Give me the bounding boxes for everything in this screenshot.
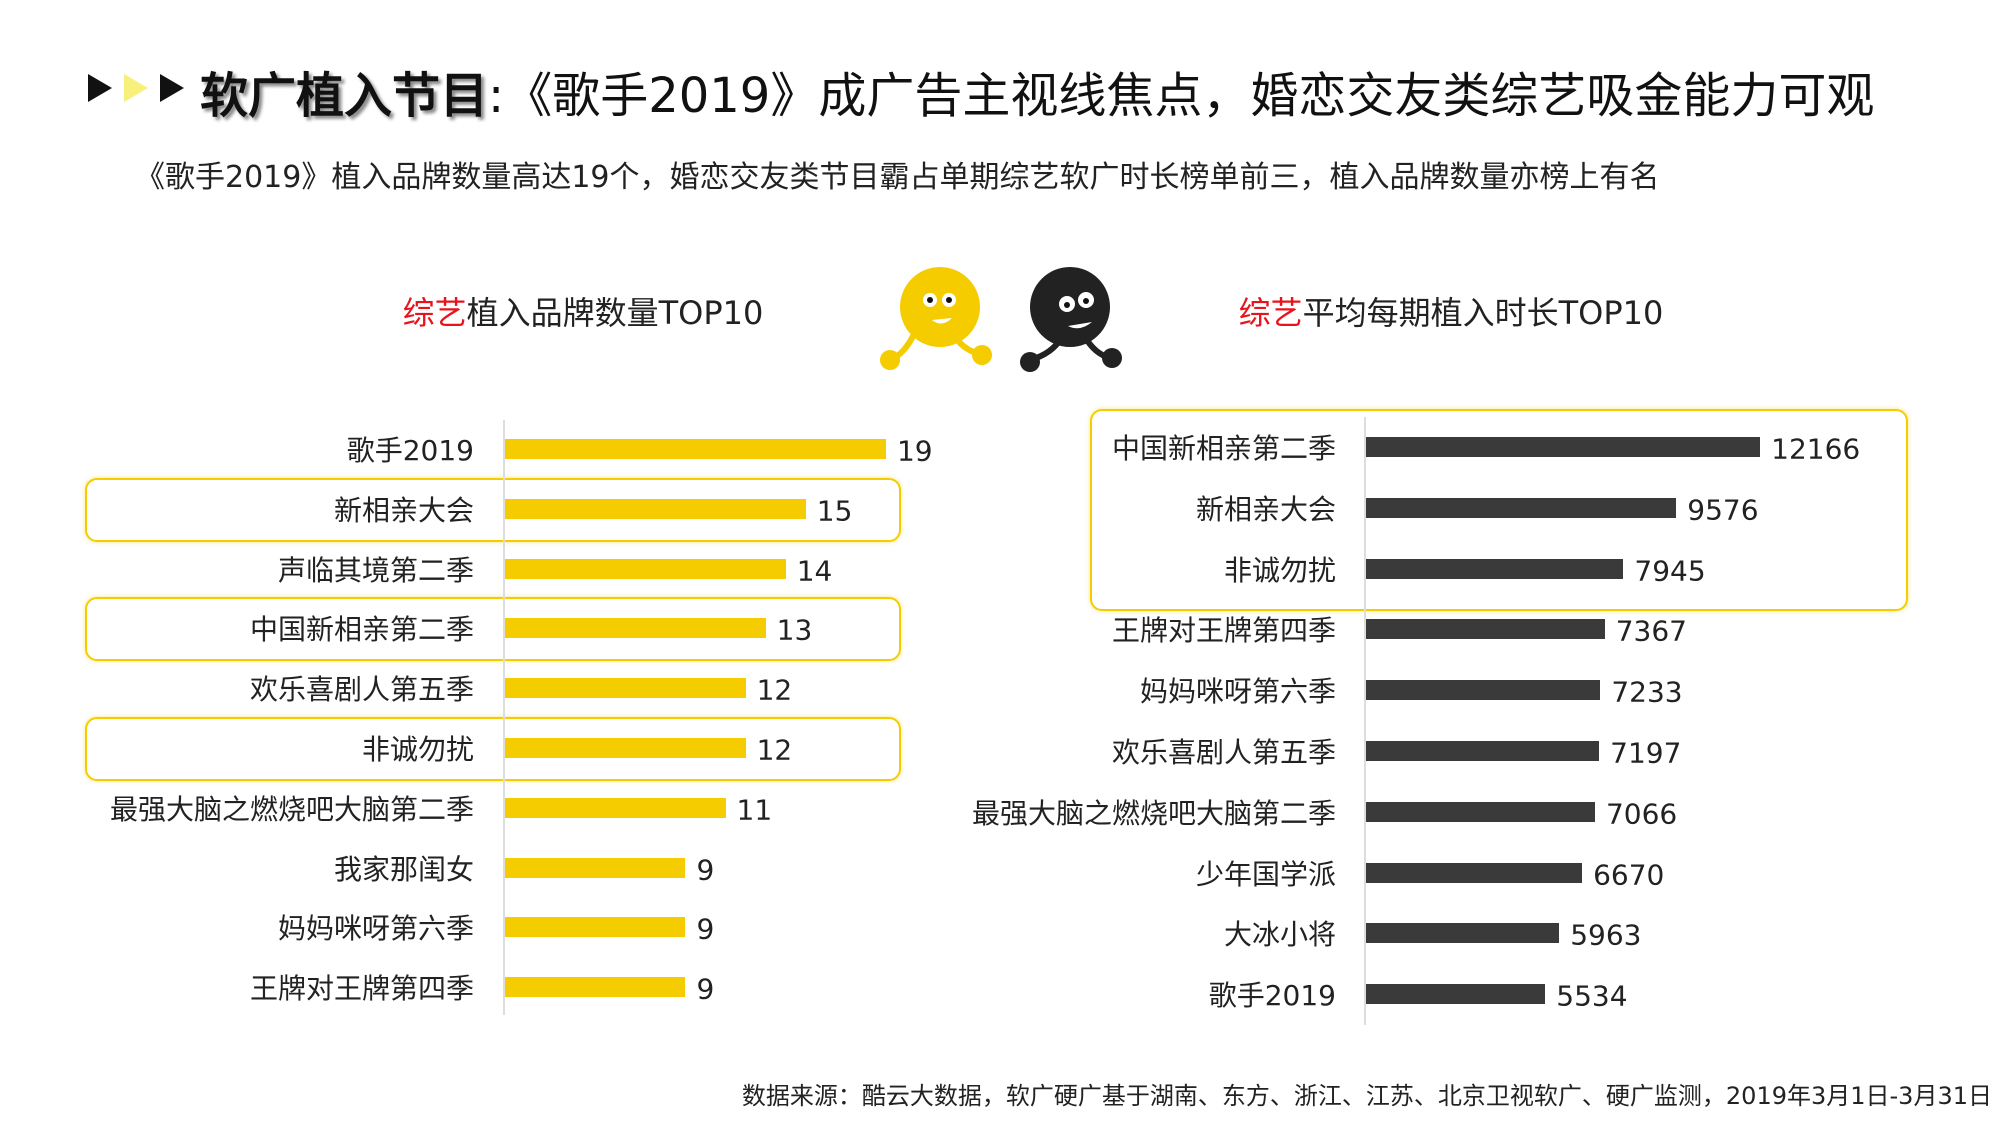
bar [505, 738, 746, 758]
right-chart-title: 综艺平均每期植入时长TOP10 [1238, 294, 1664, 332]
value-label: 12 [756, 673, 793, 707]
value-label: 5963 [1570, 918, 1642, 952]
bar [505, 618, 766, 639]
left-chart-title: 综艺植入品牌数量TOP10 [402, 294, 764, 332]
bar [1366, 619, 1605, 640]
category-label: 最强大脑之燃烧吧大脑第二季 [971, 796, 1336, 830]
category-label: 欢乐喜剧人第五季 [1111, 736, 1336, 769]
bar [1366, 497, 1677, 518]
category-label: 歌手2019 [1208, 979, 1336, 1013]
bar [505, 678, 746, 699]
chart-axis [1364, 417, 1366, 1025]
highlight-box [85, 597, 901, 662]
page-subtitle: 《歌手2019》植入品牌数量高达19个，婚恋交友类节目霸占单期综艺软广时长榜单前… [135, 160, 1660, 195]
category-label: 声临其境第二季 [277, 553, 474, 587]
bar [505, 797, 726, 818]
value-label: 15 [816, 494, 853, 528]
yellow-mascot-icon [880, 267, 992, 370]
highlight-box [1090, 409, 1908, 611]
bar [505, 498, 806, 519]
category-label: 歌手2019 [346, 434, 474, 467]
value-label: 14 [796, 554, 833, 588]
category-label: 欢乐喜剧人第五季 [249, 673, 474, 707]
category-label: 非诚勿扰 [361, 733, 474, 766]
bar [505, 977, 686, 998]
category-label: 中国新相亲第二季 [1111, 432, 1336, 465]
bar [1366, 558, 1624, 579]
category-label: 中国新相亲第二季 [249, 613, 474, 647]
bar [1366, 984, 1546, 1005]
category-label: 新相亲大会 [333, 493, 474, 527]
value-label: 7367 [1615, 614, 1687, 648]
bar [1366, 437, 1761, 457]
bar [505, 857, 686, 878]
value-label: 11 [736, 793, 773, 827]
highlight-box [85, 477, 901, 542]
value-label: 9576 [1687, 493, 1759, 527]
bar [1366, 923, 1560, 944]
category-label: 王牌对王牌第四季 [1111, 614, 1336, 648]
value-label: 13 [776, 613, 813, 647]
category-label: 非诚勿扰 [1223, 553, 1336, 587]
value-label: 7945 [1634, 554, 1706, 588]
value-label: 9 [696, 912, 715, 946]
chart-axis [503, 420, 505, 1015]
category-label: 妈妈咪呀第六季 [277, 912, 474, 946]
highlight-box [85, 717, 901, 781]
value-label: 9 [696, 972, 715, 1006]
category-label: 少年国学派 [1195, 857, 1336, 891]
mascots-illustration [880, 267, 1122, 372]
value-label: 5534 [1556, 979, 1628, 1013]
bar [505, 917, 686, 938]
category-label: 新相亲大会 [1195, 492, 1336, 526]
value-label: 12 [756, 733, 793, 767]
bar [1366, 680, 1601, 701]
bar [1366, 741, 1600, 761]
category-label: 妈妈咪呀第六季 [1139, 675, 1336, 709]
bar [505, 439, 886, 459]
page-title: 软广植入节目:《歌手2019》成广告主视线焦点，婚恋交友类综艺吸金能力可观 [200, 68, 1875, 124]
value-label: 6670 [1593, 858, 1665, 892]
category-label: 王牌对王牌第四季 [249, 972, 474, 1006]
bar [505, 558, 786, 579]
value-label: 7233 [1611, 675, 1683, 709]
arrow-bullets-icon [88, 74, 184, 102]
black-mascot-icon [1020, 267, 1122, 372]
value-label: 7197 [1610, 736, 1682, 770]
category-label: 大冰小将 [1223, 918, 1336, 952]
category-label: 最强大脑之燃烧吧大脑第二季 [109, 792, 474, 826]
data-source-footer: 数据来源：酷云大数据，软广硬广基于湖南、东方、浙江、江苏、北京卫视软广、硬广监测… [741, 1082, 1992, 1110]
value-label: 7066 [1605, 797, 1678, 831]
value-label: 19 [896, 434, 933, 468]
value-label: 9 [696, 853, 715, 887]
bar [1366, 801, 1595, 822]
category-label: 我家那闺女 [333, 852, 474, 886]
bar [1366, 862, 1583, 883]
value-label: 12166 [1771, 432, 1861, 466]
